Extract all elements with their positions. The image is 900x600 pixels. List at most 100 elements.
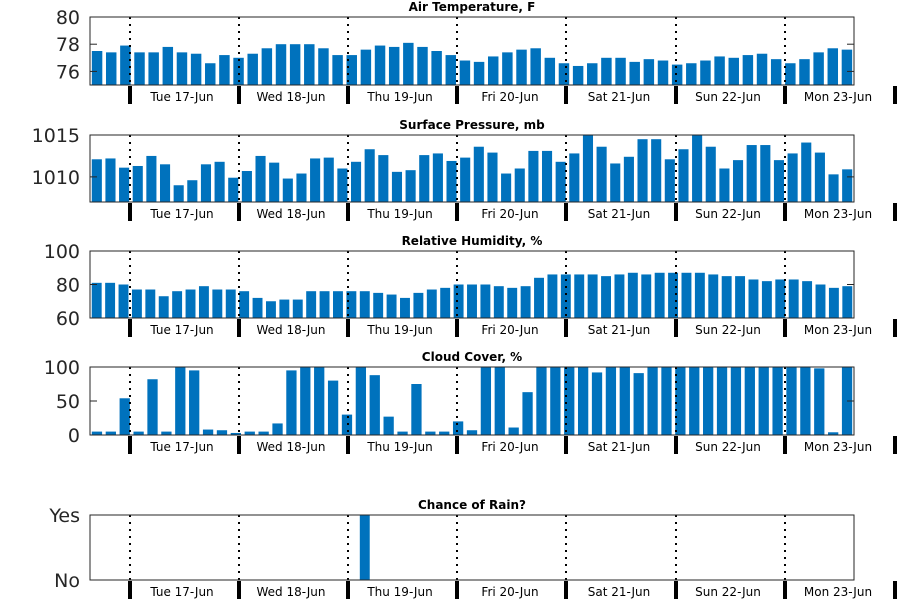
bar — [319, 291, 330, 318]
bar — [758, 367, 769, 435]
bar — [828, 287, 839, 318]
bar — [744, 367, 755, 435]
y-tick-label: 78 — [56, 34, 80, 56]
bar — [627, 272, 638, 318]
x-day-label: Sun 22-Jun — [695, 323, 761, 337]
bar — [323, 157, 334, 202]
bar — [694, 272, 705, 318]
bar — [773, 160, 785, 203]
bar — [728, 57, 739, 85]
bar — [119, 167, 130, 202]
y-tick-label: 76 — [56, 61, 80, 83]
bar — [705, 146, 716, 202]
bar — [411, 384, 422, 435]
bar — [746, 145, 757, 202]
bar — [577, 367, 589, 435]
bar — [668, 272, 679, 318]
bar — [198, 286, 209, 318]
bar — [355, 367, 367, 435]
bar — [564, 367, 575, 435]
bar — [601, 57, 612, 85]
bar — [91, 51, 103, 85]
bar — [261, 48, 273, 85]
bar — [522, 392, 533, 435]
bar — [397, 431, 408, 435]
bar — [275, 44, 287, 85]
bar — [453, 284, 464, 318]
bar — [105, 52, 117, 85]
bar — [432, 153, 443, 202]
bar — [161, 431, 172, 435]
x-day-label: Fri 20-Jun — [481, 440, 538, 454]
bar — [359, 515, 370, 580]
axes-box — [89, 134, 855, 203]
bar — [391, 171, 403, 202]
bar — [730, 367, 742, 435]
chart-panel-3: Relative Humidity, % 60 80 100 Tue 17-Jun Wed… — [44, 234, 897, 337]
bar — [378, 155, 389, 202]
bar — [147, 379, 158, 435]
y-tick-label: 100 — [44, 241, 80, 263]
bar — [587, 274, 598, 318]
chart-panel-5: Chance of Rain? No Yes Tue 17-Jun Wed 18-Jun… — [48, 498, 897, 599]
bar — [364, 149, 375, 202]
bar — [405, 170, 416, 202]
bar — [310, 158, 321, 202]
bar — [413, 292, 424, 319]
bar — [105, 282, 116, 318]
bar — [748, 279, 759, 318]
bar — [359, 291, 370, 318]
bar — [176, 52, 188, 85]
bar — [514, 168, 525, 202]
bar — [439, 431, 450, 435]
bar — [265, 301, 276, 318]
bar — [158, 296, 169, 318]
bar — [582, 135, 594, 202]
x-day-label: Tue 17-Jun — [149, 585, 213, 599]
bar — [842, 286, 853, 318]
bar — [569, 153, 580, 202]
bar — [333, 291, 343, 318]
bar — [742, 55, 754, 85]
bar — [187, 180, 198, 202]
x-day-label: Fri 20-Jun — [481, 323, 538, 337]
x-day-label: Wed 18-Jun — [257, 323, 326, 337]
bar — [146, 155, 157, 202]
axes-box — [89, 514, 855, 581]
chart-panel-4: Cloud Cover, % 0 50 100 Tue 17-Jun Wed 18-Jun… — [44, 350, 897, 454]
bar — [445, 55, 457, 85]
bar — [502, 52, 513, 85]
bar — [800, 367, 811, 435]
bar — [520, 286, 531, 318]
bar — [828, 432, 839, 435]
x-day-label: Sun 22-Jun — [695, 207, 761, 221]
bar — [212, 289, 223, 318]
bar — [480, 367, 492, 435]
bar — [671, 64, 683, 85]
bar — [596, 146, 607, 202]
x-day-label: Thu 19-Jun — [366, 440, 432, 454]
bar — [230, 432, 241, 435]
bar — [159, 164, 171, 202]
bar — [493, 286, 504, 318]
x-day-label: Mon 23-Jun — [804, 323, 872, 337]
bar — [346, 291, 357, 318]
bar — [175, 367, 186, 435]
bar — [120, 45, 131, 85]
x-day-label: Tue 17-Jun — [149, 207, 213, 221]
x-day-label: Tue 17-Jun — [149, 440, 213, 454]
x-day-label: Wed 18-Jun — [257, 440, 326, 454]
bar — [426, 289, 437, 318]
bar — [700, 60, 711, 85]
x-day-label: Sun 22-Jun — [695, 90, 761, 104]
bar — [487, 152, 498, 202]
bar — [574, 274, 585, 318]
x-day-label: Wed 18-Jun — [257, 585, 326, 599]
bar — [772, 367, 783, 435]
bar — [643, 59, 655, 85]
bar — [732, 160, 744, 203]
bar — [185, 289, 196, 318]
bar — [735, 276, 746, 319]
bar — [654, 272, 665, 318]
bar — [105, 158, 116, 202]
